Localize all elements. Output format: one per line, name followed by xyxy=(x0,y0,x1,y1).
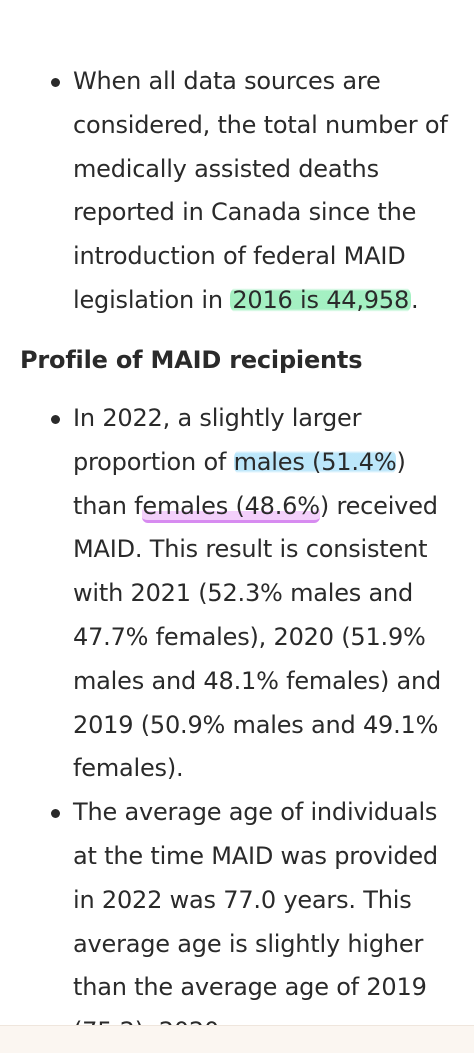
bullet-dot-icon xyxy=(51,78,60,87)
list-item: When all data sources are considered, th… xyxy=(0,60,474,323)
bullet-text: When all data sources are considered, th… xyxy=(73,67,448,314)
bottom-bar xyxy=(0,1025,474,1053)
bullet-list-data-sources: When all data sources are considered, th… xyxy=(0,60,474,323)
bullet-text: In 2022, a slightly larger proportion of xyxy=(73,404,362,476)
bullet-dot-icon xyxy=(51,809,60,819)
highlight-females: emales (48.6% xyxy=(142,491,320,523)
bullet-dot-icon xyxy=(51,415,60,424)
list-item: In 2022, a slightly larger proportion of… xyxy=(0,397,474,791)
highlight-total-deaths: 2016 is 44,958 xyxy=(230,285,412,314)
highlight-males: males (51.4% xyxy=(233,447,397,476)
bullet-text: ) received MAID. This result is consiste… xyxy=(73,491,442,783)
bullet-text: ) than f xyxy=(73,447,406,520)
bullet-list-profile: In 2022, a slightly larger proportion of… xyxy=(0,397,474,1054)
bullet-text: The average age of individuals at the ti… xyxy=(73,798,438,1045)
bullet-text-end: . xyxy=(411,285,419,314)
section-heading: Profile of MAID recipients xyxy=(20,346,363,374)
list-item: The average age of individuals at the ti… xyxy=(0,791,474,1054)
